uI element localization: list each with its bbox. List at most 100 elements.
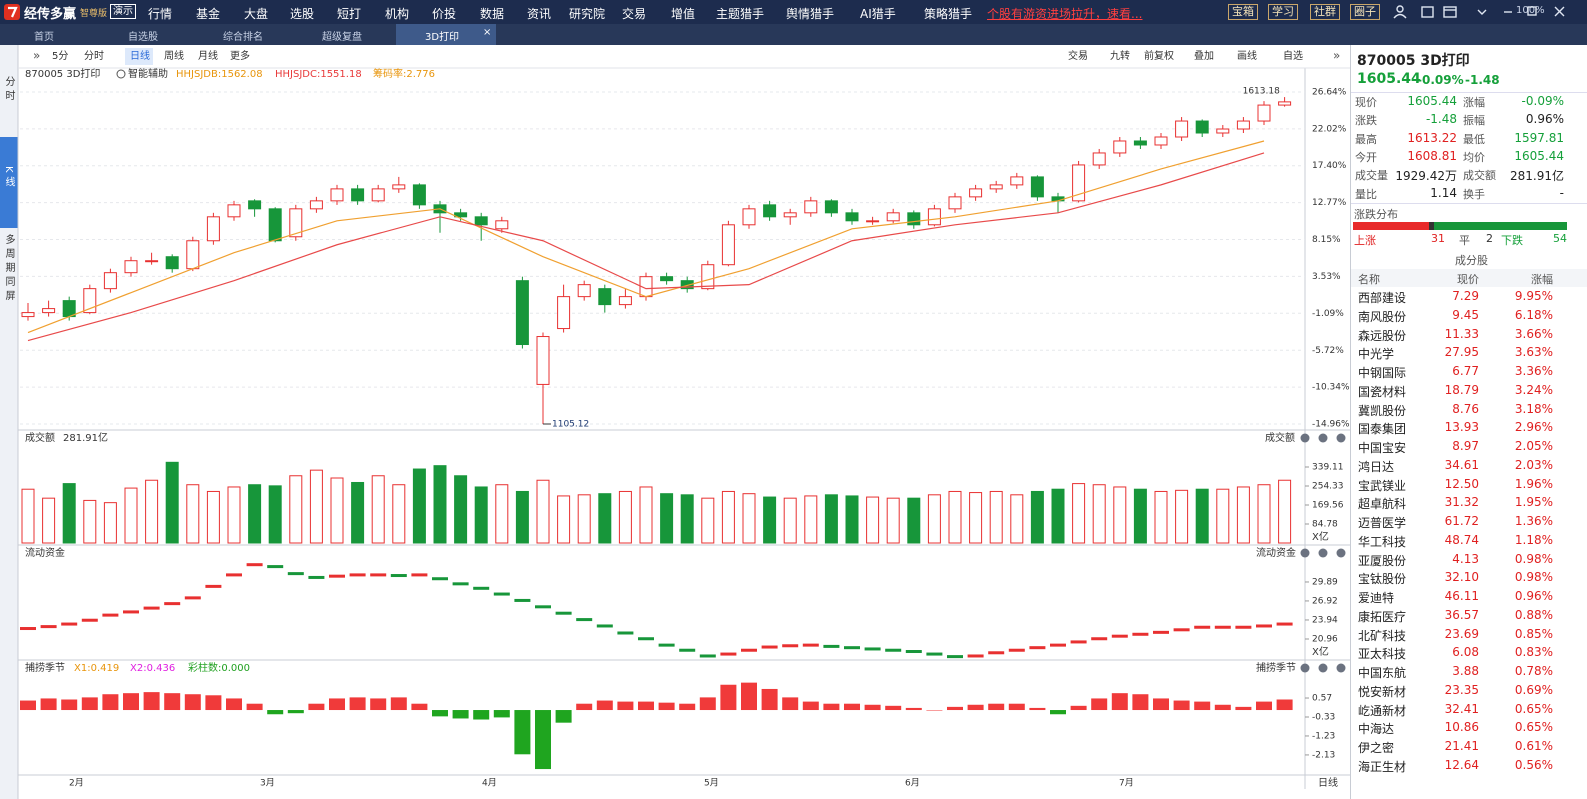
pane-icon[interactable]: [1300, 663, 1310, 673]
tool-button[interactable]: 自选: [1283, 49, 1303, 62]
menu-item[interactable]: 短打: [337, 7, 362, 21]
menu-item[interactable]: 研究院: [569, 7, 606, 21]
stock-price: 12.50: [1444, 476, 1479, 491]
stock-name[interactable]: 森远股份: [1358, 328, 1407, 343]
tab[interactable]: 3D打印: [425, 32, 460, 43]
stock-name[interactable]: 国瓷材料: [1358, 384, 1407, 399]
stock-name[interactable]: 南风股份: [1358, 309, 1407, 324]
pane-icon[interactable]: [1318, 433, 1328, 443]
stock-name[interactable]: 康拓医疗: [1358, 609, 1407, 624]
stock-name[interactable]: 冀凯股份: [1358, 403, 1407, 418]
top-button[interactable]: 社群: [1310, 4, 1340, 20]
stock-name[interactable]: 宝钛股份: [1358, 572, 1407, 587]
stock-name[interactable]: 爱迪特: [1358, 591, 1395, 606]
stock-name[interactable]: 伊之密: [1358, 741, 1395, 756]
assist-icon[interactable]: [116, 69, 126, 79]
menu-item[interactable]: 主题猎手: [716, 7, 765, 21]
candle-body: [989, 184, 1003, 190]
volume-bar: [1236, 486, 1250, 544]
stock-name[interactable]: 鸿日达: [1358, 459, 1395, 474]
menu-item[interactable]: 机构: [385, 7, 410, 21]
tool-button[interactable]: 画线: [1237, 49, 1257, 62]
pane-icon[interactable]: [1336, 548, 1346, 558]
tool-button[interactable]: 叠加: [1194, 50, 1214, 62]
tab[interactable]: 首页: [34, 32, 54, 43]
period-button[interactable]: 周线: [164, 49, 184, 62]
top-button[interactable]: 学习: [1268, 4, 1298, 20]
quote-value: -1.48: [1425, 112, 1457, 127]
stock-name[interactable]: 超卓航科: [1358, 497, 1407, 512]
sidebar-item[interactable]: 多周期同屏: [3, 233, 15, 304]
tab[interactable]: 综合排名: [223, 32, 263, 43]
volume-bar: [412, 468, 426, 544]
pane-icon[interactable]: [1300, 548, 1310, 558]
stock-price: 4.13: [1452, 551, 1479, 566]
pane-icon[interactable]: [1336, 433, 1346, 443]
menu-item[interactable]: 增值: [671, 7, 696, 21]
menu-item[interactable]: AI猎手: [860, 7, 896, 21]
stock-name[interactable]: 迈普医学: [1358, 516, 1407, 531]
stock-change: 0.61%: [1514, 739, 1553, 754]
stock-name[interactable]: 国泰集团: [1358, 422, 1407, 437]
quote-label: 成交量: [1355, 169, 1388, 183]
pane-icon[interactable]: [1300, 433, 1310, 443]
menu-item[interactable]: 策略猎手: [924, 7, 973, 21]
stock-name[interactable]: 亚厦股份: [1358, 553, 1407, 568]
stock-name[interactable]: 亚太科技: [1358, 647, 1407, 662]
y-tick-label: 0.57: [1312, 694, 1332, 704]
menu-item[interactable]: 基金: [196, 7, 221, 21]
stock-name[interactable]: 悦安新材: [1358, 684, 1407, 699]
stock-name[interactable]: 中海达: [1358, 722, 1395, 737]
menu-item[interactable]: 资讯: [527, 7, 552, 21]
tool-button[interactable]: 交易: [1068, 49, 1088, 62]
stock-name[interactable]: 中光学: [1358, 347, 1395, 362]
period-button[interactable]: 更多: [230, 49, 250, 62]
pane-icon[interactable]: [1318, 548, 1328, 558]
pane-icon[interactable]: [1336, 663, 1346, 673]
pane-icon[interactable]: [1318, 663, 1328, 673]
stock-name[interactable]: 中国东航: [1358, 666, 1407, 681]
sidebar-item[interactable]: K线: [3, 166, 15, 191]
stock-name[interactable]: 中钢国际: [1358, 366, 1407, 381]
tab-close[interactable]: ×: [483, 27, 492, 38]
period-button[interactable]: 月线: [198, 49, 218, 62]
toolbar-collapse[interactable]: »: [33, 49, 40, 63]
stock-name[interactable]: 海正生材: [1358, 760, 1407, 774]
volume-bar: [886, 497, 900, 544]
stock-name[interactable]: 宝武镁业: [1358, 478, 1407, 493]
sidebar-item[interactable]: 分时: [3, 76, 15, 104]
volume-bar: [309, 469, 323, 544]
season-bar: [370, 698, 387, 711]
stock-name[interactable]: 屹通新材: [1358, 703, 1407, 718]
menu-item[interactable]: 舆情猎手: [786, 7, 835, 21]
tool-button[interactable]: 前复权: [1144, 49, 1174, 62]
menu-item[interactable]: 数据: [480, 7, 505, 21]
tab[interactable]: 自选股: [128, 32, 158, 43]
volume-bar: [1133, 488, 1147, 544]
volume-bar: [124, 487, 138, 544]
menu-item[interactable]: 价投: [432, 7, 457, 21]
top-button[interactable]: 宝箱: [1228, 4, 1258, 20]
stock-name[interactable]: 北矿科技: [1358, 628, 1407, 643]
stock-name[interactable]: 中国宝安: [1358, 441, 1407, 456]
season-bar: [535, 710, 551, 770]
volume-bar: [680, 494, 694, 544]
notice[interactable]: 个股有游资进场拉升，速看...: [987, 7, 1143, 21]
stock-name[interactable]: 华工科技: [1358, 534, 1407, 549]
flow-mark: [61, 622, 78, 626]
period-button[interactable]: 分时: [84, 50, 104, 62]
indicator: 彩柱数:0.000: [188, 661, 250, 674]
menu-item[interactable]: 大盘: [244, 7, 269, 21]
toolbar-expand[interactable]: »: [1333, 49, 1340, 63]
period-button[interactable]: 日线: [130, 49, 150, 62]
menu-item[interactable]: 交易: [622, 7, 647, 21]
top-button[interactable]: 圈子: [1350, 4, 1380, 20]
menu-item[interactable]: 行情: [148, 7, 173, 21]
tool-button[interactable]: 九转: [1110, 49, 1130, 62]
period-button[interactable]: 5分: [52, 50, 68, 62]
demo-badge[interactable]: 演示: [110, 4, 136, 19]
menu-item[interactable]: 选股: [290, 7, 315, 21]
stock-name[interactable]: 西部建设: [1358, 291, 1407, 305]
tab[interactable]: 超级复盘: [322, 32, 362, 43]
section-title: 成分股: [1455, 254, 1488, 267]
